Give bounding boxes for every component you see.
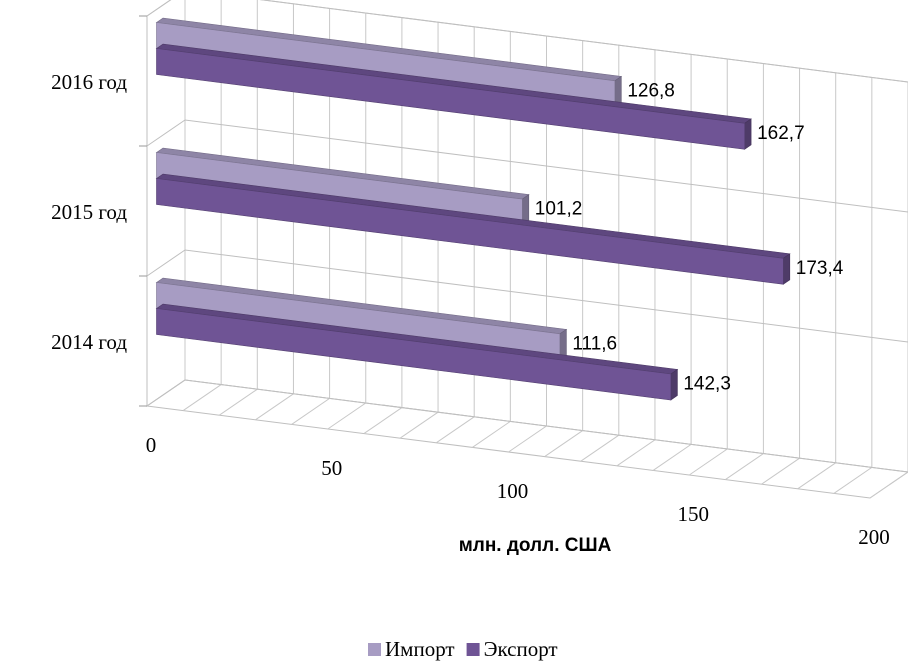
bars bbox=[155, 17, 791, 401]
export-bar-2014-год bbox=[156, 308, 672, 401]
data-labels: 126,8 162,7 101,2 173,4 111,6 142,3 bbox=[535, 80, 844, 394]
horizontal-gridline bbox=[146, 249, 908, 343]
export-bar-2015-год bbox=[156, 178, 784, 285]
horizontal-gridline bbox=[146, 119, 908, 213]
data-label: 126,8 bbox=[627, 80, 675, 101]
bar-end bbox=[670, 368, 678, 401]
legend-label: Экспорт bbox=[484, 637, 558, 661]
category-labels: 2016 год 2015 год 2014 год bbox=[51, 70, 127, 354]
x-tick-label: 150 bbox=[678, 502, 710, 526]
gridlines bbox=[139, 0, 908, 499]
horizontal-gridline bbox=[146, 0, 908, 83]
legend-swatch bbox=[368, 643, 381, 656]
legend: Импорт Экспорт bbox=[368, 637, 558, 661]
bar-end bbox=[744, 118, 752, 150]
export-bar-2016-год bbox=[156, 48, 746, 150]
data-label: 162,7 bbox=[757, 123, 805, 144]
x-tick-labels: 0 50 100 150 200 bbox=[146, 433, 890, 549]
bar-end bbox=[782, 253, 791, 285]
data-label: 111,6 bbox=[572, 333, 617, 354]
x-tick-label: 50 bbox=[321, 456, 342, 480]
x-tick-label: 0 bbox=[146, 433, 157, 457]
data-label: 142,3 bbox=[683, 374, 731, 395]
data-label: 101,2 bbox=[535, 199, 583, 220]
vertical-gridline bbox=[869, 82, 908, 499]
x-tick-label: 100 bbox=[497, 479, 529, 503]
x-axis-title: млн. долл. США bbox=[459, 535, 612, 556]
x-tick-label: 200 bbox=[858, 525, 890, 549]
legend-swatch bbox=[466, 643, 480, 656]
horizontal-gridline bbox=[146, 379, 908, 473]
data-label: 173,4 bbox=[796, 258, 844, 279]
category-label: 2015 год bbox=[51, 200, 127, 224]
category-label: 2016 год bbox=[51, 70, 127, 94]
category-label: 2014 год bbox=[51, 330, 127, 354]
legend-label: Импорт bbox=[385, 637, 455, 661]
